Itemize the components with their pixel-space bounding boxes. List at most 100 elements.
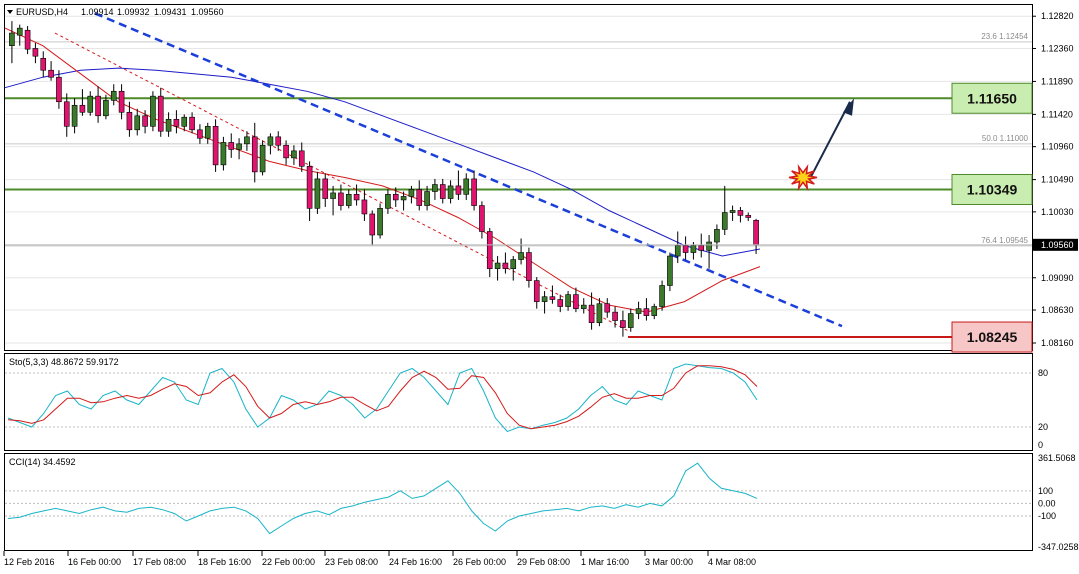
candle	[400, 191, 407, 211]
candle	[486, 227, 493, 278]
cci-tick-label: 100	[1038, 486, 1053, 496]
bear-candle-body	[212, 126, 219, 166]
price-tick-label: 1.08160	[1041, 338, 1074, 348]
candle	[118, 84, 125, 120]
candle	[338, 184, 344, 211]
breakout-starburst-icon	[788, 164, 818, 191]
level-box	[951, 82, 1033, 114]
candle	[212, 119, 219, 172]
candle	[620, 310, 626, 337]
candle	[408, 185, 415, 204]
bear-candle-body	[24, 29, 31, 50]
bull-candle-body	[706, 241, 712, 251]
bull-candle-body	[541, 296, 548, 302]
bear-candle-body	[322, 178, 329, 199]
bear-candle-body	[275, 136, 282, 146]
bull-candle-body	[659, 285, 665, 307]
bear-candle-body	[56, 76, 62, 103]
bear-candle-body	[48, 69, 54, 78]
candle	[40, 51, 47, 78]
bear-candle-body	[32, 48, 39, 57]
bull-candle-body	[729, 210, 736, 213]
candle	[745, 212, 752, 221]
candle	[667, 252, 673, 292]
bear-candle-body	[486, 231, 493, 269]
bull-candle-body	[690, 245, 697, 253]
candle	[134, 108, 141, 136]
sto-signal-line	[7, 365, 758, 430]
moving-averages	[4, 27, 761, 313]
bear-candle-body	[369, 213, 376, 236]
chart-title: EURUSD,H4	[16, 7, 68, 17]
candle	[267, 133, 274, 155]
bull-candle-body	[71, 104, 78, 127]
bull-candle-body	[674, 245, 681, 257]
candle	[314, 171, 321, 214]
cci-label: CCI(14) 34.4592	[9, 457, 76, 467]
chart-header: EURUSD,H4 1.09914 1.09932 1.09431 1.0956…	[7, 7, 224, 467]
candle	[682, 236, 689, 260]
bull-candle-body	[259, 144, 266, 173]
time-axis: 12 Feb 2016 16 Feb 00:00 17 Feb 08:00 18 Fe…	[3, 551, 756, 567]
bear-candle-body	[298, 150, 305, 167]
candle	[87, 91, 94, 116]
breakout-arrow-head	[843, 98, 854, 116]
bull-candle-body	[204, 126, 211, 139]
bear-candle-body	[118, 90, 125, 113]
candle	[353, 184, 360, 206]
time-tick-label: 12 Feb 2016	[4, 557, 55, 567]
candle	[549, 285, 556, 304]
time-tick-label: 1 Mar 16:00	[581, 557, 629, 567]
moving-average-line	[4, 27, 761, 313]
candle	[573, 287, 579, 313]
candle	[643, 298, 650, 321]
bear-candle-body	[228, 142, 235, 150]
bull-candle-body	[236, 143, 242, 150]
candle	[439, 178, 446, 204]
bull-candle-body	[651, 306, 658, 316]
candle	[455, 170, 462, 200]
bear-candle-body	[40, 57, 47, 71]
candles	[9, 21, 759, 337]
candle	[651, 303, 658, 320]
time-tick-label: 23 Feb 08:00	[325, 557, 378, 567]
bear-candle-body	[251, 136, 258, 173]
bear-candle-body	[745, 215, 752, 218]
candle	[48, 61, 54, 81]
bear-candle-body	[643, 308, 650, 316]
bull-candle-body	[432, 184, 438, 192]
candle	[635, 301, 642, 320]
time-tick-label: 26 Feb 00:00	[453, 557, 506, 567]
menu-triangle-icon[interactable]	[7, 10, 13, 14]
bear-candle-body	[338, 192, 344, 206]
bull-candle-body	[721, 212, 728, 230]
level-box	[951, 321, 1033, 353]
price-tick-label: 1.10490	[1041, 175, 1074, 185]
candle	[369, 210, 376, 246]
candle	[142, 110, 148, 134]
bear-candle-body	[620, 320, 626, 328]
candle	[424, 185, 430, 211]
price-tick-label: 1.11420	[1041, 109, 1073, 119]
level-label: 1.10349	[967, 181, 1018, 197]
candle	[228, 133, 235, 158]
price-tick-label: 1.10960	[1041, 142, 1074, 152]
candle	[259, 140, 266, 176]
time-tick-label: 24 Feb 16:00	[389, 557, 442, 567]
level-box	[951, 173, 1033, 205]
bear-candle-body	[439, 184, 446, 199]
candle	[275, 131, 282, 151]
bear-candle-body	[63, 101, 70, 127]
bull-candle-body	[134, 115, 141, 131]
price-tick-label: 1.11890	[1041, 76, 1073, 86]
bull-candle-body	[165, 118, 172, 132]
candle	[251, 122, 258, 183]
bear-candle-body	[189, 116, 195, 131]
candle	[494, 256, 501, 281]
bear-candle-body	[588, 304, 595, 323]
ohlc-low: 1.09431	[154, 7, 187, 17]
bull-candle-body	[408, 189, 415, 197]
bull-candle-body	[565, 294, 571, 307]
bear-candle-body	[79, 104, 86, 113]
